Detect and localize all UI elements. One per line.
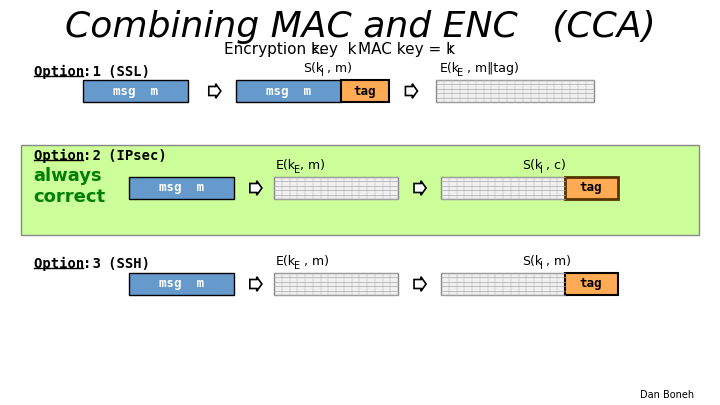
Text: S(k: S(k <box>522 255 542 268</box>
Text: msg  m: msg m <box>113 85 158 98</box>
Bar <box>21 145 699 235</box>
Text: Dan Boneh: Dan Boneh <box>640 390 694 400</box>
Text: Combining MAC and ENC   (CCA): Combining MAC and ENC (CCA) <box>65 10 655 44</box>
Text: Option 2: Option 2 <box>34 149 101 163</box>
Text: :  (SSL): : (SSL) <box>84 65 150 79</box>
Bar <box>236 80 341 102</box>
Text: tag: tag <box>580 181 602 194</box>
Bar <box>274 273 398 295</box>
Bar <box>274 177 398 199</box>
Text: E: E <box>294 165 300 175</box>
Bar <box>436 80 594 102</box>
Text: I: I <box>321 68 324 78</box>
Text: :  (IPsec): : (IPsec) <box>84 149 167 163</box>
Text: I: I <box>449 45 452 55</box>
Bar <box>565 273 618 295</box>
Bar <box>84 80 188 102</box>
Polygon shape <box>209 84 221 98</box>
Polygon shape <box>250 181 262 195</box>
Text: always
correct: always correct <box>34 167 106 206</box>
Polygon shape <box>414 181 426 195</box>
Text: Option 3: Option 3 <box>34 257 101 271</box>
Text: I: I <box>541 261 544 271</box>
Bar <box>129 273 234 295</box>
Polygon shape <box>405 84 418 98</box>
Polygon shape <box>414 277 426 291</box>
Text: E(k: E(k <box>276 255 296 268</box>
Text: S(k: S(k <box>302 62 323 75</box>
Text: E(k: E(k <box>440 62 460 75</box>
Text: S(k: S(k <box>522 159 542 172</box>
Text: , m‖tag): , m‖tag) <box>463 62 519 75</box>
Bar <box>441 273 565 295</box>
Text: , m): , m) <box>300 255 329 268</box>
Text: :  (SSH): : (SSH) <box>84 257 150 271</box>
Text: I: I <box>541 165 544 175</box>
Bar <box>341 80 389 102</box>
Text: E: E <box>294 261 300 271</box>
Text: Encryption key  k: Encryption key k <box>225 42 357 57</box>
Text: msg  m: msg m <box>159 181 204 194</box>
Bar <box>565 177 618 199</box>
Text: msg  m: msg m <box>266 85 311 98</box>
Polygon shape <box>250 277 262 291</box>
Text: , m): , m) <box>327 62 351 75</box>
Bar <box>441 177 565 199</box>
Text: , m): , m) <box>300 159 325 172</box>
Text: E: E <box>312 45 319 55</box>
Text: msg  m: msg m <box>159 277 204 290</box>
Text: .       MAC key = k: . MAC key = k <box>319 42 455 57</box>
Text: , m): , m) <box>546 255 571 268</box>
Text: , c): , c) <box>546 159 566 172</box>
Text: tag: tag <box>354 85 376 98</box>
Text: Option 1: Option 1 <box>34 65 101 79</box>
Text: tag: tag <box>580 277 602 290</box>
Text: E: E <box>457 68 464 78</box>
Text: E(k: E(k <box>276 159 296 172</box>
Bar <box>129 177 234 199</box>
